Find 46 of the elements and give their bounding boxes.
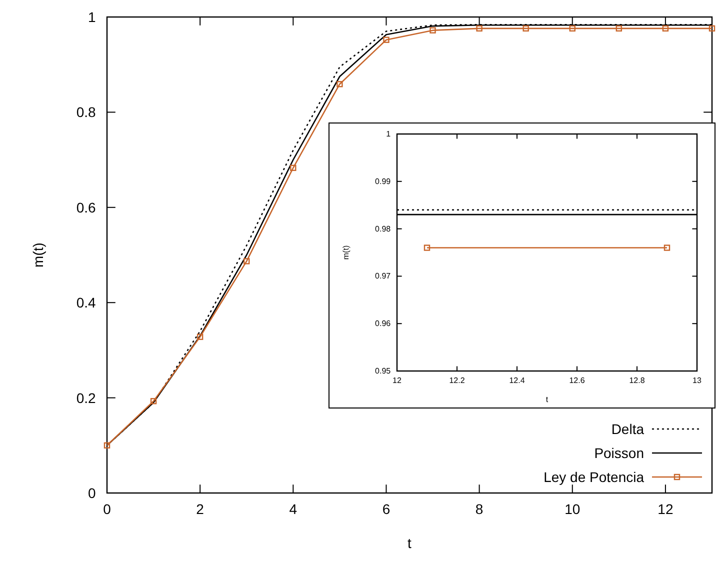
x-tick-label: 12: [392, 376, 402, 385]
x-tick-label: 10: [564, 501, 580, 517]
x-tick-label: 12.6: [569, 376, 586, 385]
y-axis-title: m(t): [30, 242, 46, 268]
point: [196, 334, 204, 340]
x-tick-label: 6: [382, 501, 390, 517]
point: [430, 27, 436, 34]
y-tick-label: 0.2: [76, 390, 96, 406]
x-tick-label: 0: [103, 501, 112, 517]
y-tick-label: 0.97: [375, 272, 392, 281]
y-tick-label: 0.95: [375, 366, 392, 376]
y-tick-label: 0: [88, 485, 96, 501]
y-tick-label: 0.8: [76, 104, 96, 120]
point: [616, 25, 622, 32]
point: [476, 25, 482, 32]
legend-label: Ley de Potencia: [544, 469, 644, 485]
point: [290, 164, 296, 171]
x-tick-label: 2: [196, 501, 204, 517]
y-axis-title: m(t): [342, 245, 350, 260]
y-tick-label: 0.6: [76, 199, 96, 216]
point: [569, 25, 576, 32]
x-axis-title: t: [546, 395, 549, 404]
legend-label: Delta: [611, 421, 644, 437]
point: [708, 25, 716, 32]
point: [336, 81, 343, 88]
x-tick-label: 12.4: [509, 376, 526, 385]
y-tick-label: 0.96: [375, 319, 392, 328]
y-tick-label: 1: [386, 130, 392, 138]
y-tick-label: 0.4: [76, 294, 96, 311]
x-axis-title: t: [408, 535, 412, 551]
x-tick-label: 8: [475, 501, 484, 517]
y-tick-label: 0.98: [375, 224, 392, 234]
x-tick-label: 12.8: [629, 376, 646, 385]
point: [383, 36, 390, 43]
point: [150, 398, 157, 404]
x-tick-label: 12.2: [449, 376, 466, 385]
point: [104, 442, 110, 448]
x-tick-label: 12: [658, 501, 674, 517]
point: [662, 25, 669, 32]
x-tick-label: 4: [289, 501, 298, 517]
y-tick-label: 1: [88, 9, 96, 25]
x-tick-label: 13: [692, 376, 702, 385]
y-tick-label: 0.99: [375, 176, 392, 186]
point: [522, 25, 529, 32]
legend-label: Poisson: [594, 445, 644, 461]
point: [244, 258, 250, 264]
